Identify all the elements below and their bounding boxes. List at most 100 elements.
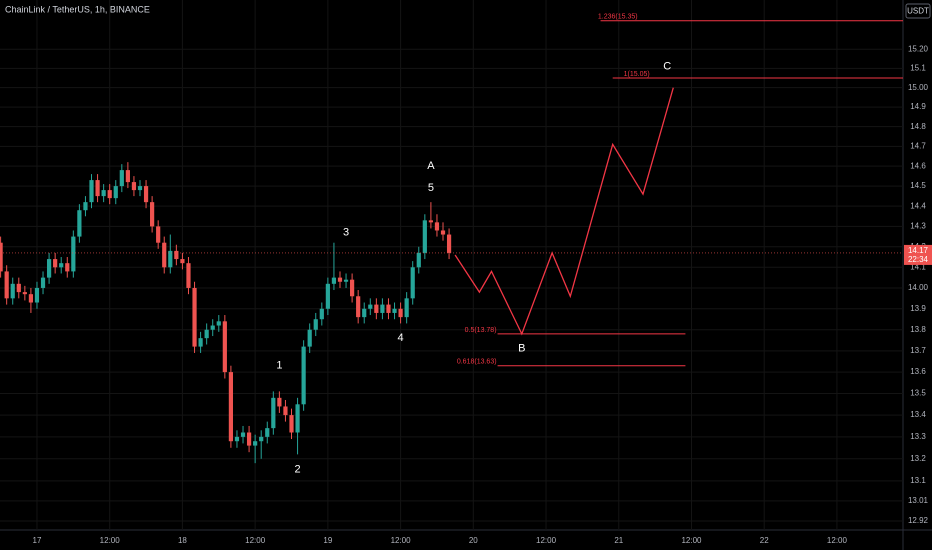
candle-body xyxy=(313,319,318,330)
x-tick-label: 12:00 xyxy=(100,536,121,545)
candle-body xyxy=(16,283,21,293)
fib-label: 1(15.05) xyxy=(624,71,650,78)
candle-body xyxy=(89,180,94,203)
y-tick-label: 14.4 xyxy=(910,201,926,210)
x-tick-label: 12:00 xyxy=(536,536,557,545)
candle-body xyxy=(216,321,221,326)
candle-body xyxy=(228,372,234,442)
candle-body xyxy=(192,287,197,347)
y-tick-label: 13.7 xyxy=(910,346,926,355)
y-tick-label: 15.1 xyxy=(910,64,926,73)
candle-body xyxy=(137,186,143,191)
candle-body xyxy=(289,415,294,433)
fib-label: 0.618(13.63) xyxy=(457,359,497,366)
candle-body xyxy=(71,236,76,272)
candle-body xyxy=(53,259,58,268)
wave-label: C xyxy=(663,60,671,72)
chart-title: ChainLink / TetherUS, 1h, BINANCE xyxy=(5,4,150,14)
candle-body xyxy=(101,190,106,197)
candle-body xyxy=(410,267,415,299)
candle-body xyxy=(398,308,403,318)
x-tick-label: 17 xyxy=(33,536,42,545)
y-tick-label: 13.9 xyxy=(910,304,926,313)
candle-body xyxy=(186,263,191,288)
y-tick-label: 15.20 xyxy=(908,44,929,53)
candle-body xyxy=(10,283,15,299)
candle-body xyxy=(0,242,3,272)
candle-body xyxy=(222,321,227,373)
candle-body xyxy=(446,234,452,253)
y-tick-label: 13.01 xyxy=(908,496,929,505)
y-tick-label: 14.9 xyxy=(910,102,926,111)
candle-body xyxy=(168,250,173,268)
candle-body xyxy=(416,252,421,268)
x-tick-label: 20 xyxy=(469,536,478,545)
candle-body xyxy=(283,406,288,416)
y-tick-label: 14.00 xyxy=(908,283,929,292)
candle-body xyxy=(271,397,276,429)
candle-body xyxy=(156,226,161,243)
candle-body xyxy=(428,220,433,223)
candle-body xyxy=(404,298,409,318)
wave-label: 1 xyxy=(276,360,282,372)
candle-body xyxy=(265,428,270,437)
y-tick-label: 12.92 xyxy=(908,516,929,525)
candle-body xyxy=(350,279,355,297)
candle-body xyxy=(46,259,52,278)
wave-label: 3 xyxy=(343,226,349,238)
candle-body xyxy=(337,277,343,282)
candle-body xyxy=(22,292,27,295)
y-tick-label: 14.8 xyxy=(910,122,926,131)
y-tick-label: 14.1 xyxy=(910,262,926,271)
x-tick-label: 12:00 xyxy=(391,536,412,545)
candle-body xyxy=(180,259,185,264)
wave-label: B xyxy=(518,343,525,355)
candle-body xyxy=(162,242,167,268)
candle-body xyxy=(143,186,149,203)
candle-body xyxy=(319,308,324,320)
candle-body xyxy=(386,304,391,313)
candle-body xyxy=(246,432,252,446)
y-tick-label: 13.6 xyxy=(910,367,926,376)
y-tick-label: 13.1 xyxy=(910,476,926,485)
fib-label: 1.236(15.35) xyxy=(598,14,638,21)
candle-body xyxy=(65,263,70,272)
candle-body xyxy=(307,329,312,347)
y-tick-label: 13.8 xyxy=(910,325,926,334)
candle-body xyxy=(362,308,367,318)
candle-body xyxy=(95,180,100,197)
wave-label: 5 xyxy=(428,182,434,194)
wave-label: 4 xyxy=(398,332,404,344)
candle-body xyxy=(174,250,179,260)
candle-body xyxy=(240,432,246,437)
candle-body xyxy=(131,182,137,191)
candle-body xyxy=(368,304,373,309)
candle-body xyxy=(331,277,337,284)
candle-body xyxy=(204,329,209,339)
wave-label: A xyxy=(427,160,435,172)
x-tick-label: 19 xyxy=(323,536,332,545)
axes: 15.2015.115.0014.914.814.714.614.514.414… xyxy=(33,44,932,545)
candle-body xyxy=(380,304,385,313)
candle-body xyxy=(434,222,440,231)
candle-body xyxy=(83,202,88,211)
candle-body xyxy=(150,202,155,227)
candle-body xyxy=(301,346,306,405)
candle-body xyxy=(125,170,130,183)
candle-body xyxy=(253,441,258,446)
currency-box[interactable] xyxy=(905,3,931,19)
x-tick-label: 12:00 xyxy=(827,536,848,545)
candle-body xyxy=(40,277,46,288)
candle-body xyxy=(343,279,349,282)
candle-body xyxy=(113,186,118,199)
candle-body xyxy=(119,170,124,187)
candle-body xyxy=(4,271,9,299)
candle-body xyxy=(277,397,282,407)
last-price: 14.17 xyxy=(908,246,929,255)
candle-body xyxy=(107,190,112,199)
annotations: 1.236(15.35) 1(15.05) 0.5(13.78) 0.618(13.6… xyxy=(0,14,903,476)
candle-body xyxy=(34,287,40,303)
x-tick-label: 22 xyxy=(760,536,769,545)
candle-body xyxy=(198,338,203,347)
